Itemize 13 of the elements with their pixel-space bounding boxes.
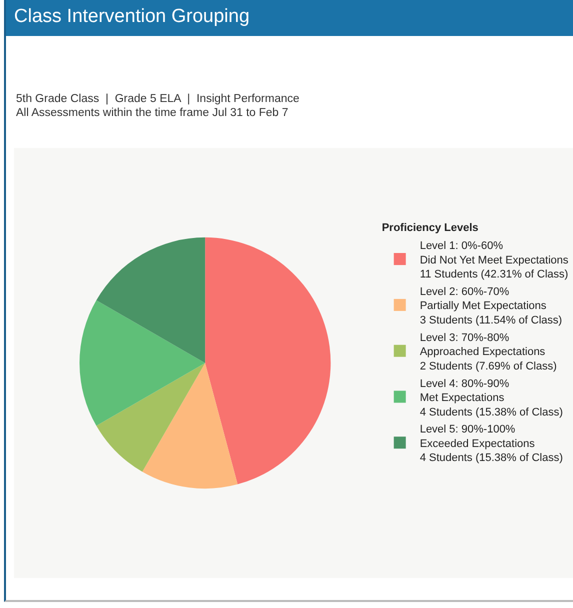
legend-label: Level 2: 60%-70% Partially Met Expectations 3 Students (11.54% of Class) [420, 286, 562, 327]
pie-slice [96, 237, 206, 363]
legend-label: Level 4: 80%-90% Met Expectations 4 Students (15.38% of Class) [420, 378, 563, 418]
pie-slice [205, 237, 330, 484]
pie-slice [80, 300, 206, 426]
legend-label: Level 5: 90%-100% Exceeded Expectations 4 Students (15.38% of Class) [420, 424, 563, 464]
pie-slice [142, 363, 238, 488]
legend-label: Level 3: 70%-80% Approached Expectations 2 Students (7.69% of Class) [420, 332, 557, 372]
chart-title: Class Intervention Grouping [6, 0, 573, 36]
chart-subtitle: 5th Grade Class | Grade 5 ELA | Insight Performance All Assessments within the time frame Jul 31 to Feb 7 [16, 92, 300, 120]
legend-label: Level 1: 0%-60% Did Not Yet Meet Expectations 11 Students (42.31% of Class) [420, 240, 569, 281]
legend-title: Proficiency Levels [382, 222, 478, 234]
pie-slice [96, 363, 206, 472]
